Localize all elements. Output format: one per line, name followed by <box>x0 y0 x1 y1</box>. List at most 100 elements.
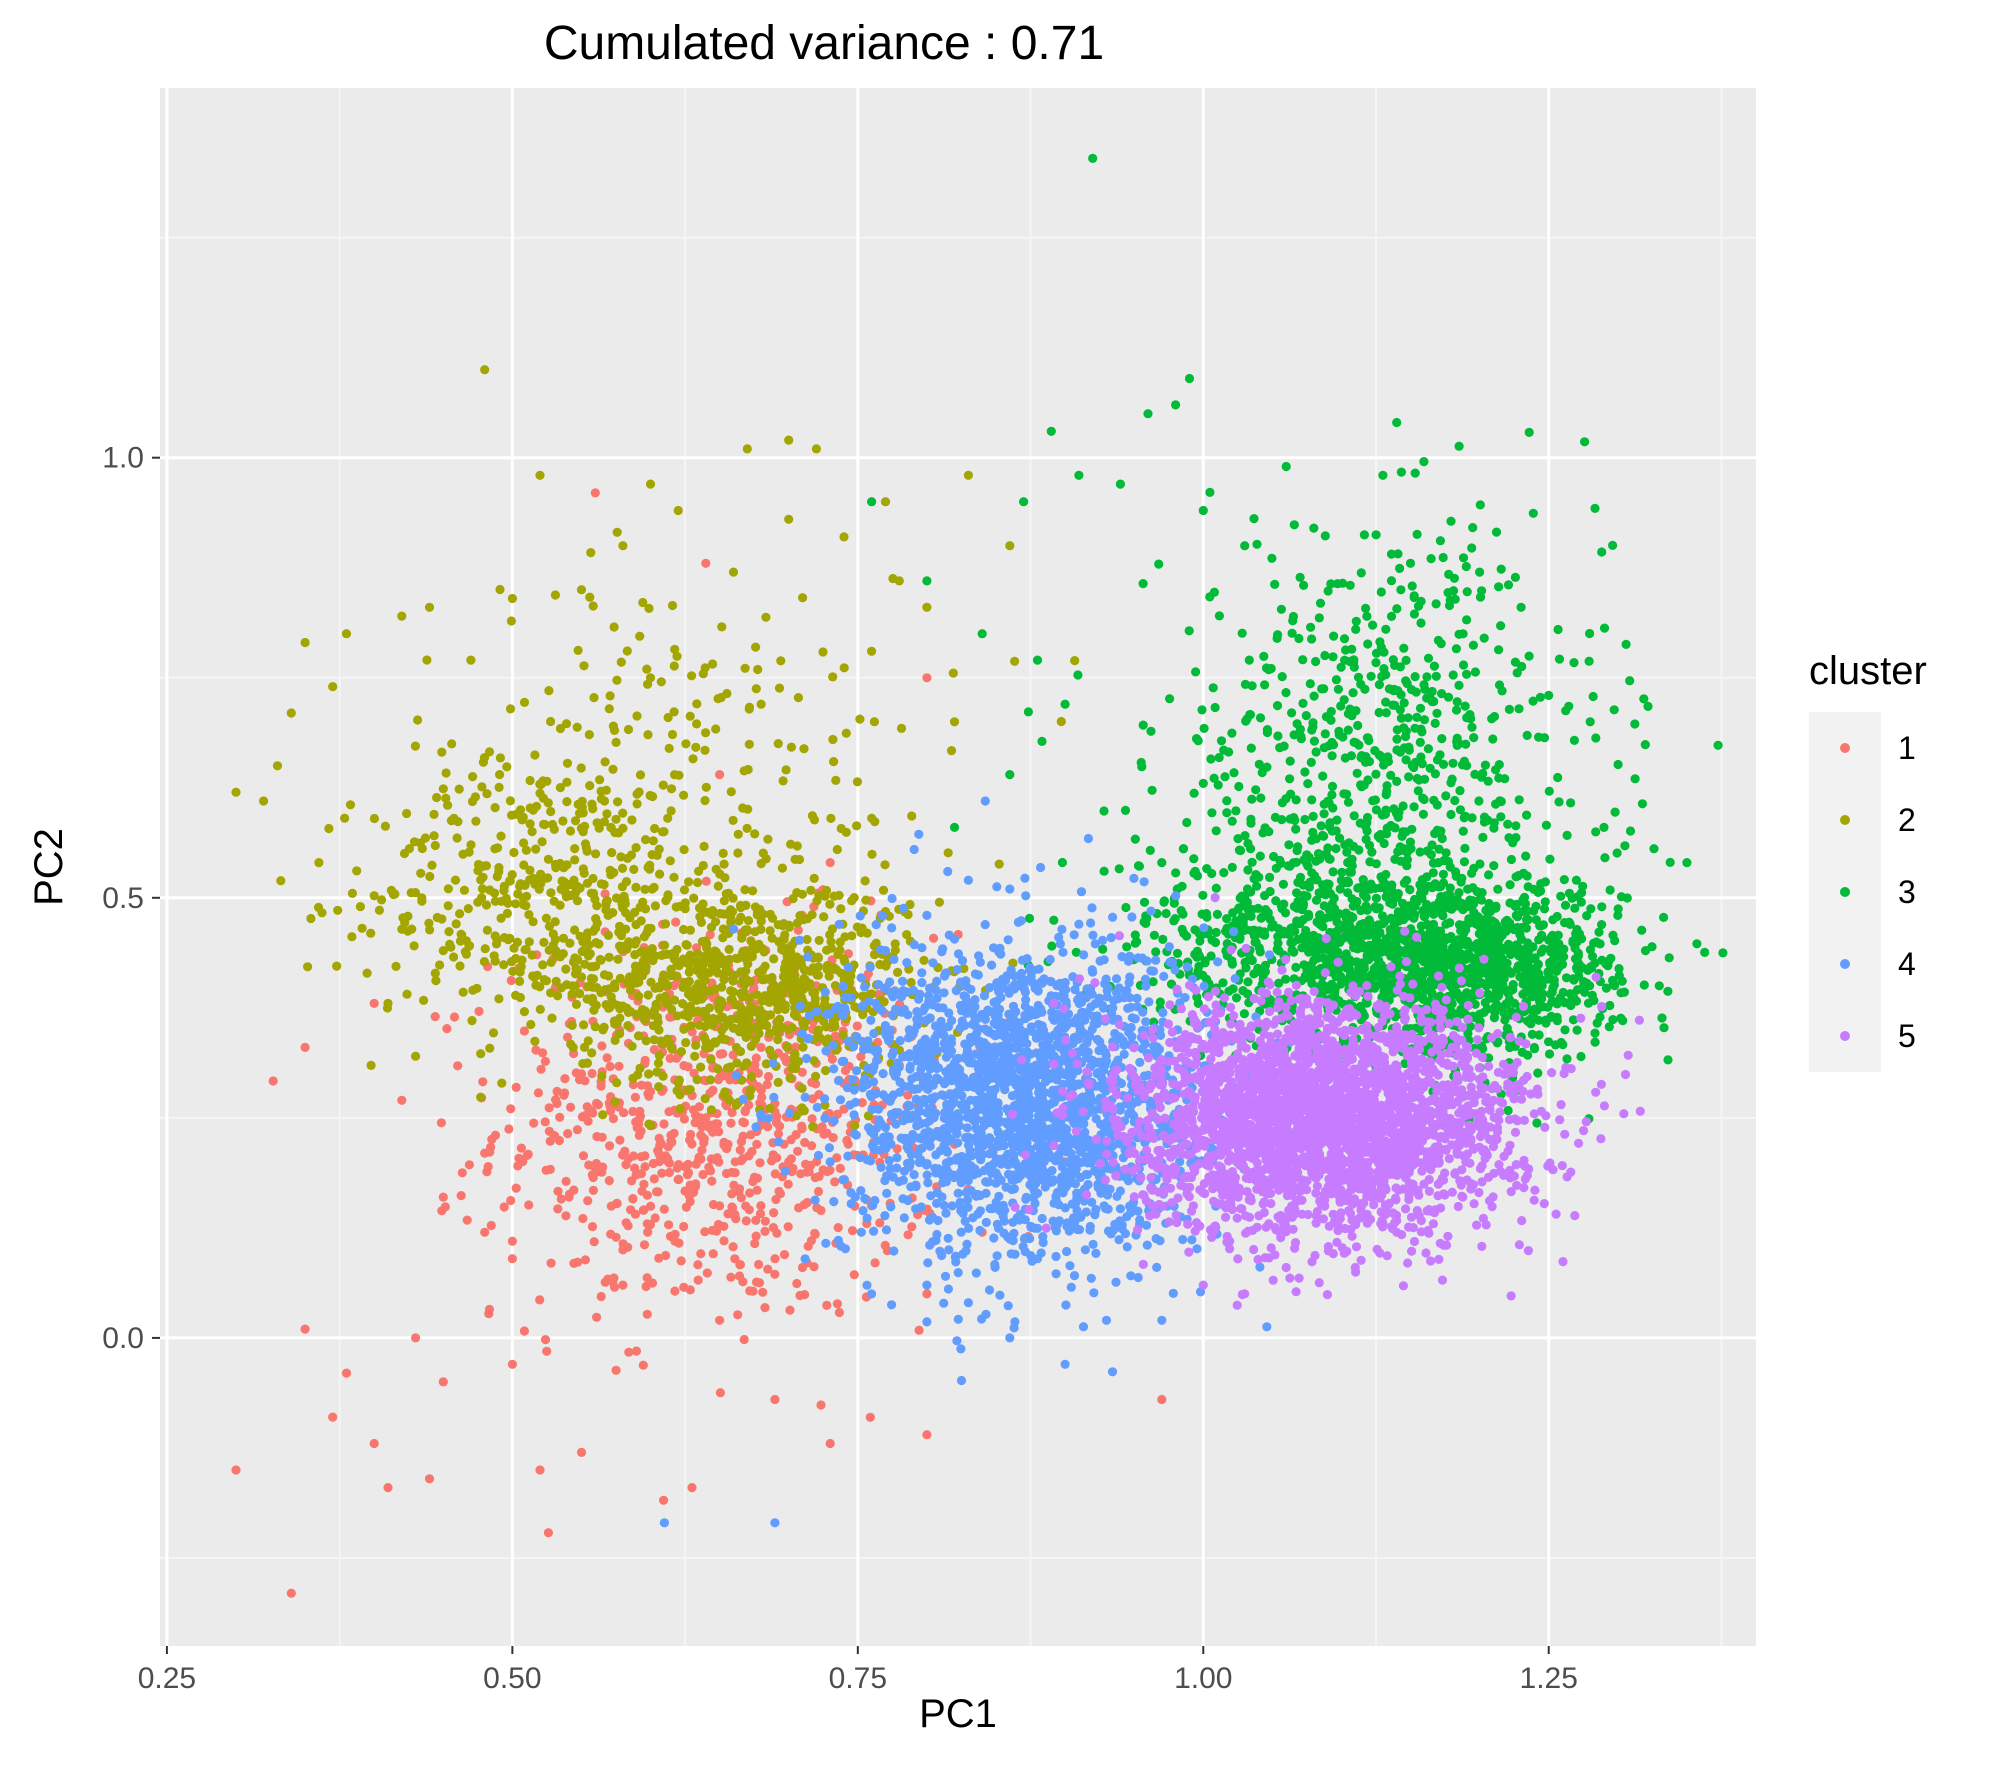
point-cluster-1 <box>636 1126 646 1136</box>
point-cluster-3 <box>1549 933 1560 944</box>
point-cluster-2 <box>820 1100 830 1110</box>
point-cluster-3 <box>1221 926 1231 936</box>
point-cluster-2 <box>588 873 598 884</box>
point-cluster-1 <box>635 1111 646 1121</box>
point-cluster-3 <box>1479 1007 1489 1018</box>
point-cluster-2 <box>496 831 506 841</box>
point-cluster-2 <box>948 668 958 678</box>
point-cluster-2 <box>524 910 534 920</box>
point-cluster-3 <box>1599 623 1610 633</box>
point-cluster-3 <box>1423 653 1434 663</box>
point-cluster-3 <box>1534 935 1544 945</box>
point-cluster-3 <box>1243 905 1253 915</box>
point-cluster-3 <box>1610 807 1620 817</box>
point-cluster-2 <box>645 860 655 870</box>
point-cluster-2 <box>577 802 587 812</box>
point-cluster-2 <box>332 961 342 971</box>
point-cluster-3 <box>1448 758 1458 768</box>
point-cluster-1 <box>715 1049 725 1059</box>
point-cluster-1 <box>639 1240 650 1250</box>
point-cluster-2 <box>750 829 760 839</box>
point-cluster-2 <box>737 933 747 943</box>
point-cluster-2 <box>727 907 738 917</box>
point-cluster-3 <box>1437 734 1447 744</box>
point-cluster-3 <box>1363 639 1373 649</box>
point-cluster-3 <box>1446 778 1456 788</box>
point-cluster-1 <box>457 1168 467 1178</box>
point-cluster-2 <box>832 844 842 855</box>
point-cluster-2 <box>328 682 338 692</box>
point-cluster-1 <box>654 1156 665 1167</box>
point-cluster-3 <box>1145 845 1155 856</box>
point-cluster-3 <box>1504 704 1514 715</box>
point-cluster-3 <box>1544 690 1554 701</box>
point-cluster-3 <box>1432 800 1442 810</box>
point-cluster-2 <box>751 684 761 694</box>
point-cluster-2 <box>673 505 683 516</box>
point-cluster-2 <box>717 982 727 992</box>
point-cluster-1 <box>462 1215 472 1225</box>
point-cluster-1 <box>670 1229 680 1239</box>
point-cluster-2 <box>808 963 818 973</box>
point-cluster-2 <box>567 989 577 999</box>
point-cluster-3 <box>1591 733 1601 743</box>
point-cluster-2 <box>386 885 396 896</box>
point-cluster-2 <box>556 884 566 894</box>
point-cluster-3 <box>1262 727 1272 738</box>
point-cluster-2 <box>547 819 558 830</box>
point-cluster-3 <box>1309 691 1319 701</box>
point-cluster-2 <box>627 815 637 825</box>
point-cluster-3 <box>1211 927 1221 938</box>
point-cluster-3 <box>1246 818 1256 828</box>
point-cluster-2 <box>826 813 836 824</box>
point-cluster-4 <box>1087 965 1097 975</box>
point-cluster-3 <box>1516 934 1527 944</box>
point-cluster-1 <box>693 1275 703 1285</box>
point-cluster-2 <box>943 848 953 858</box>
point-cluster-2 <box>466 840 476 850</box>
point-cluster-3 <box>1570 903 1580 913</box>
point-cluster-3 <box>1475 592 1486 602</box>
point-cluster-2 <box>409 941 419 951</box>
point-cluster-2 <box>825 965 835 975</box>
point-cluster-2 <box>714 1004 724 1015</box>
point-cluster-2 <box>667 950 677 960</box>
point-cluster-1 <box>566 1102 576 1112</box>
point-cluster-2 <box>784 922 795 932</box>
plot-panel <box>160 88 1756 1646</box>
point-cluster-2 <box>714 995 724 1005</box>
point-cluster-2 <box>510 899 521 909</box>
point-cluster-2 <box>701 1012 711 1023</box>
point-cluster-2 <box>604 952 614 962</box>
point-cluster-2 <box>748 886 758 896</box>
point-cluster-3 <box>1545 944 1555 954</box>
point-cluster-2 <box>397 611 407 621</box>
point-cluster-3 <box>1373 920 1383 930</box>
point-cluster-3 <box>1205 487 1215 497</box>
point-cluster-3 <box>1479 966 1490 976</box>
point-cluster-1 <box>516 1143 527 1153</box>
point-cluster-2 <box>794 854 805 865</box>
point-cluster-2 <box>417 896 427 906</box>
point-cluster-2 <box>586 548 596 558</box>
point-cluster-2 <box>696 1062 706 1072</box>
point-cluster-3 <box>1347 935 1357 946</box>
point-cluster-3 <box>1475 500 1485 510</box>
point-cluster-1 <box>856 1052 866 1062</box>
point-cluster-3 <box>1210 702 1220 713</box>
point-cluster-2 <box>696 970 706 980</box>
point-cluster-1 <box>608 1114 619 1124</box>
point-cluster-3 <box>1222 808 1232 818</box>
point-cluster-2 <box>659 827 669 837</box>
point-cluster-2 <box>369 891 379 901</box>
point-cluster-2 <box>715 869 725 879</box>
point-cluster-1 <box>369 1438 379 1449</box>
point-cluster-3 <box>1295 572 1305 583</box>
point-cluster-3 <box>1284 840 1294 850</box>
point-cluster-3 <box>1609 705 1619 715</box>
point-cluster-2 <box>333 905 343 915</box>
point-cluster-3 <box>1356 780 1366 790</box>
point-cluster-2 <box>596 879 607 889</box>
point-cluster-1 <box>711 1119 721 1129</box>
point-cluster-1 <box>760 1303 770 1313</box>
